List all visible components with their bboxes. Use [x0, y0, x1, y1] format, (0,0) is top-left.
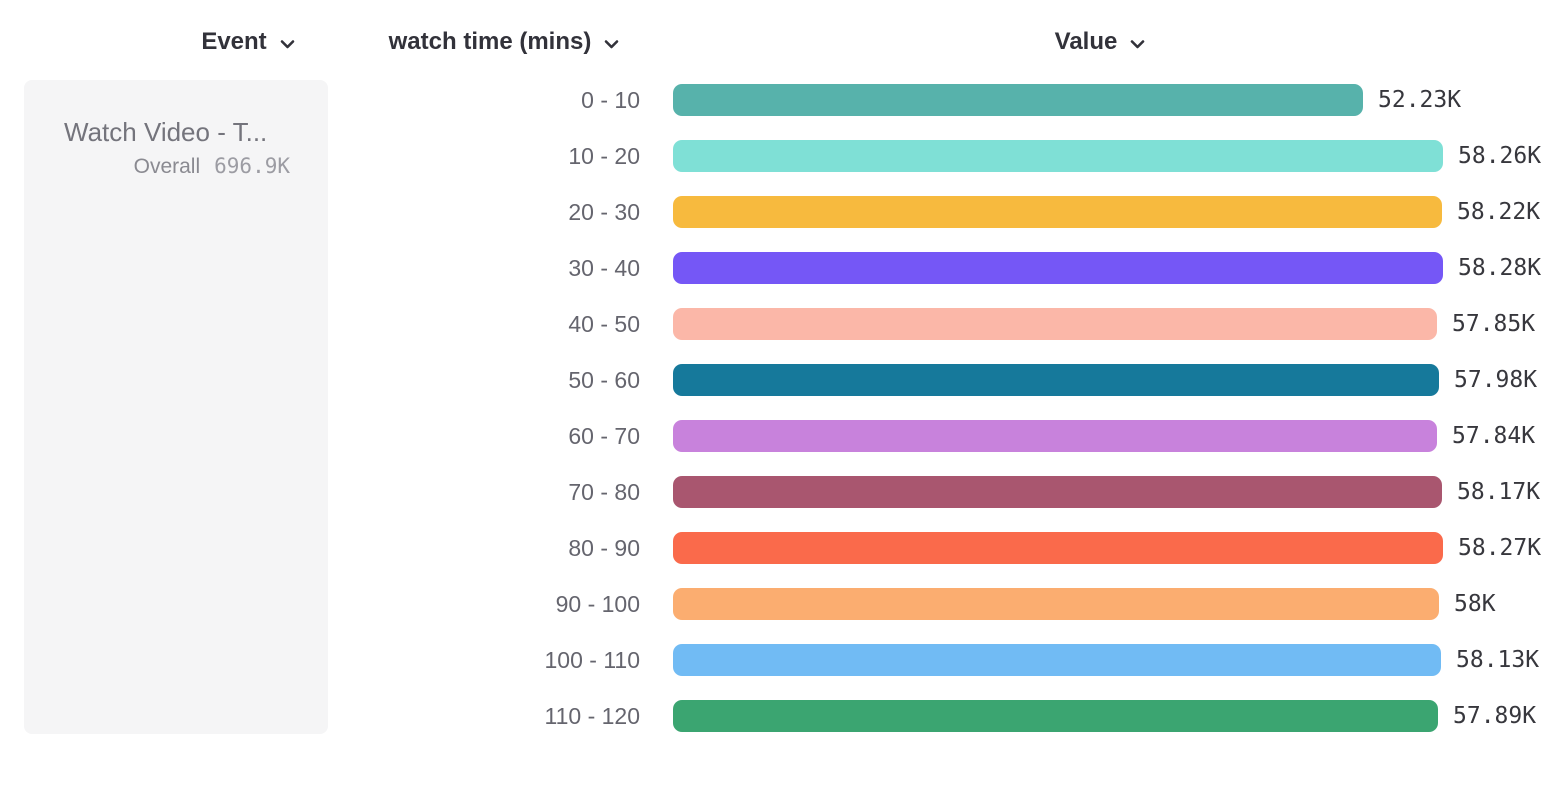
- bar-segment[interactable]: [673, 196, 1442, 228]
- category-label: 10 - 20: [568, 143, 640, 169]
- bar-row: 110 - 120 57.89K: [0, 700, 1568, 732]
- bar-segment[interactable]: [673, 84, 1363, 116]
- category-label: 50 - 60: [568, 367, 640, 393]
- value-label: 58.22K: [1457, 199, 1541, 225]
- event-overall-row: Overall 696.9K: [64, 154, 290, 179]
- column-header-value-label: Value: [1054, 28, 1118, 55]
- category-label: 110 - 120: [544, 703, 640, 729]
- bar-row: 80 - 90 58.27K: [0, 532, 1568, 564]
- chevron-down-icon: [604, 39, 619, 50]
- value-label: 58.13K: [1456, 647, 1540, 673]
- category-label: 80 - 90: [568, 535, 640, 561]
- value-label: 58K: [1454, 591, 1496, 617]
- category-label: 0 - 10: [581, 87, 640, 113]
- chevron-down-icon: [280, 39, 295, 50]
- category-label: 60 - 70: [568, 423, 640, 449]
- overall-label: Overall: [133, 155, 201, 178]
- bar-row: 90 - 100 58K: [0, 588, 1568, 620]
- bar-row: 20 - 30 58.22K: [0, 196, 1568, 228]
- value-label: 58.17K: [1457, 479, 1541, 505]
- column-header-breakdown[interactable]: watch time (mins): [354, 26, 654, 58]
- bar-segment[interactable]: [673, 644, 1441, 676]
- bar-row: 60 - 70 57.84K: [0, 420, 1568, 452]
- value-label: 57.84K: [1452, 423, 1536, 449]
- bar-segment[interactable]: [673, 364, 1439, 396]
- bar-row: 40 - 50 57.85K: [0, 308, 1568, 340]
- bar-segment[interactable]: [673, 420, 1437, 452]
- category-label: 20 - 30: [568, 199, 640, 225]
- category-label: 100 - 110: [544, 647, 640, 673]
- column-header-breakdown-label: watch time (mins): [388, 28, 592, 55]
- bar-row: 100 - 110 58.13K: [0, 644, 1568, 676]
- value-label: 57.85K: [1452, 311, 1536, 337]
- category-label: 90 - 100: [555, 591, 640, 617]
- bar-segment[interactable]: [673, 308, 1437, 340]
- value-label: 58.28K: [1458, 255, 1542, 281]
- category-label: 40 - 50: [568, 311, 640, 337]
- column-header-event-label: Event: [201, 28, 267, 55]
- bar-row: 0 - 10 52.23K: [0, 84, 1568, 116]
- value-label: 57.89K: [1453, 703, 1537, 729]
- value-label: 58.26K: [1458, 143, 1542, 169]
- bar-segment[interactable]: [673, 532, 1443, 564]
- category-label: 70 - 80: [568, 479, 640, 505]
- value-label: 52.23K: [1378, 87, 1462, 113]
- bar-row: 70 - 80 58.17K: [0, 476, 1568, 508]
- column-header-value[interactable]: Value: [980, 26, 1220, 58]
- value-label: 58.27K: [1458, 535, 1542, 561]
- bar-row: 30 - 40 58.28K: [0, 252, 1568, 284]
- bar-segment[interactable]: [673, 476, 1442, 508]
- chevron-down-icon: [1130, 39, 1145, 50]
- bar-segment[interactable]: [673, 700, 1438, 732]
- value-label: 57.98K: [1454, 367, 1538, 393]
- bar-row: 10 - 20 58.26K: [0, 140, 1568, 172]
- event-title: Watch Video - T...: [64, 117, 268, 147]
- event-card[interactable]: Watch Video - T... Overall 696.9K: [24, 80, 328, 734]
- overall-value: 696.9K: [214, 154, 290, 178]
- column-header-event[interactable]: Event: [130, 26, 366, 58]
- category-label: 30 - 40: [568, 255, 640, 281]
- bar-segment[interactable]: [673, 252, 1443, 284]
- bar-row: 50 - 60 57.98K: [0, 364, 1568, 396]
- bar-segment[interactable]: [673, 140, 1443, 172]
- bar-segment[interactable]: [673, 588, 1439, 620]
